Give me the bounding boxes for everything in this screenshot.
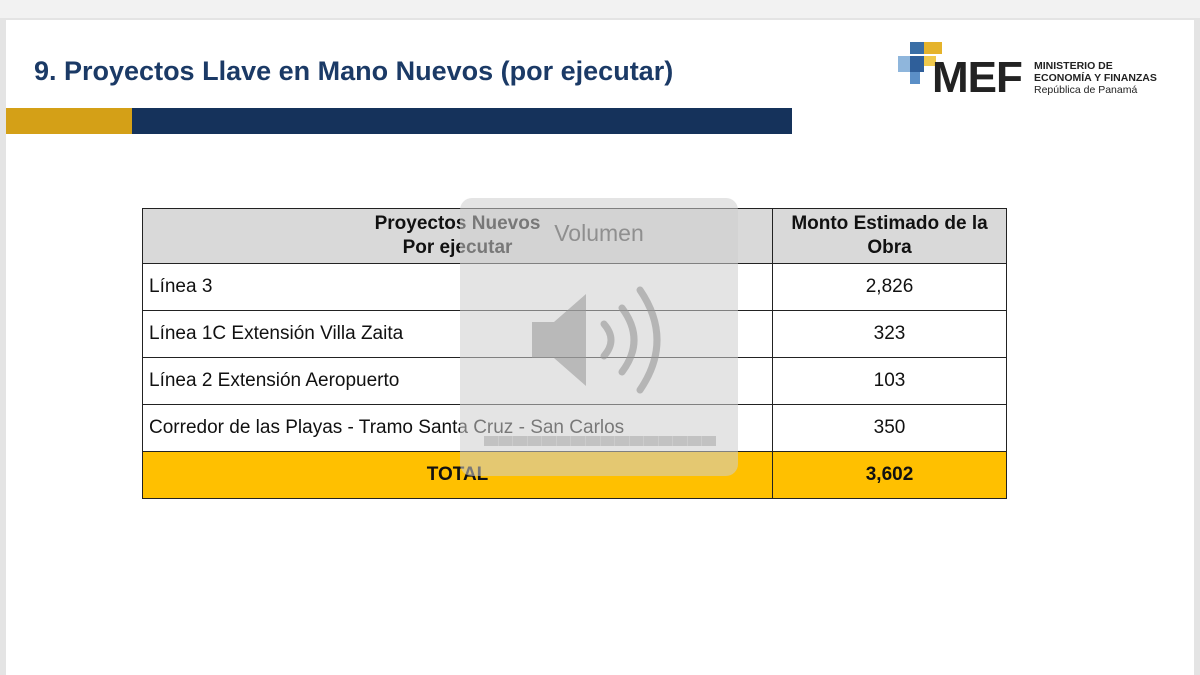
header-amount-line1: Monto Estimado de la [791,213,988,234]
accent-bar-gold [6,108,132,134]
project-amount: 323 [772,310,1007,358]
logo-mark-icon [896,40,944,92]
header-amount: Monto Estimado de la Obra [772,208,1007,264]
volume-overlay: Volumen [460,198,738,476]
total-amount: 3,602 [772,451,1007,499]
logo-line-3: República de Panamá [1034,84,1138,96]
project-amount: 103 [772,357,1007,405]
accent-bar-navy [132,108,792,134]
volume-level-bar [484,436,716,446]
volume-label: Volumen [554,220,644,246]
logo-text: MINISTERIO DE ECONOMÍA Y FINANZAS Repúbl… [1034,60,1157,96]
project-amount: 2,826 [772,263,1007,311]
header-amount-line2: Obra [867,237,912,258]
speaker-icon [532,286,661,394]
top-strip [0,0,1200,18]
logo-line-1: MINISTERIO DE [1034,60,1113,72]
slide-title: 9. Proyectos Llave en Mano Nuevos (por e… [34,56,674,86]
project-amount: 350 [772,404,1007,452]
logo-line-2: ECONOMÍA Y FINANZAS [1034,72,1157,84]
mef-logo: MEF MINISTERIO DE ECONOMÍA Y FINANZAS Re… [896,40,1176,110]
logo-acronym: MEF [932,53,1023,102]
